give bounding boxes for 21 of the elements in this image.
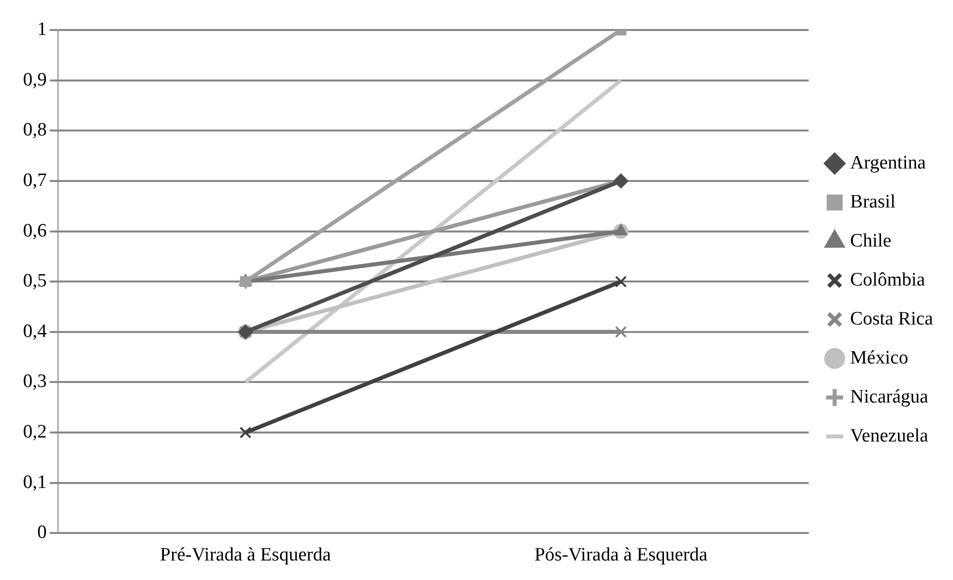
x-tick-label: Pós-Virada à Esquerda xyxy=(534,544,708,566)
y-tick-label: 0,2 xyxy=(23,422,47,443)
y-tick-label: 0,8 xyxy=(23,120,47,141)
legend-label: Argentina xyxy=(850,152,926,174)
legend-label: Nicarágua xyxy=(850,386,929,408)
y-tick-label: 0,5 xyxy=(23,270,47,292)
legend-label: Brasil xyxy=(850,191,896,212)
y-tick-label: 0 xyxy=(37,522,47,544)
y-tick-label: 0,6 xyxy=(23,220,47,242)
x-tick-label: Pré-Virada à Esquerda xyxy=(160,544,332,566)
y-tick-label: 0,1 xyxy=(23,472,47,493)
legend-label: Costa Rica xyxy=(850,308,934,330)
y-tick-label: 0,7 xyxy=(23,170,47,191)
y-tick-label: 1 xyxy=(37,18,47,40)
legend-label: México xyxy=(850,347,908,368)
y-tick-label: 0,3 xyxy=(23,371,47,392)
y-tick-label: 0,4 xyxy=(23,320,48,342)
y-tick-label: 0,9 xyxy=(23,69,47,90)
legend-label: Chile xyxy=(850,230,892,252)
legend-label: Venezuela xyxy=(850,425,929,446)
legend-label: Colômbia xyxy=(850,269,926,290)
